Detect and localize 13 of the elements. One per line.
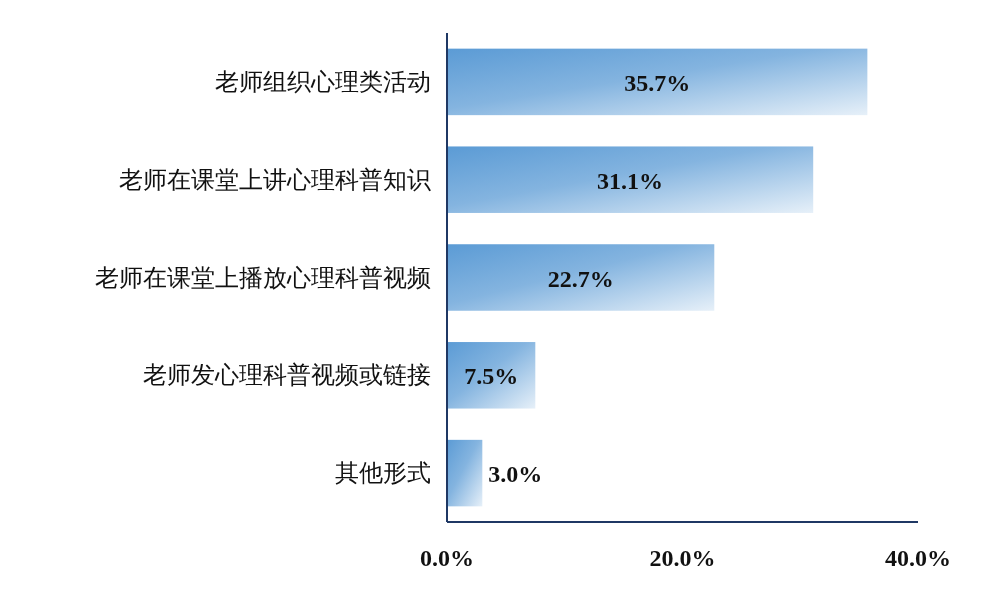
data-label: 35.7% [624, 69, 691, 96]
data-label: 3.0% [488, 461, 543, 488]
x-tick-label: 0.0% [420, 545, 474, 571]
y-tick-label: 老师组织心理类活动 [215, 68, 431, 95]
y-tick-label: 老师在课堂上讲心理科普知识 [119, 166, 431, 193]
data-label: 22.7% [547, 265, 614, 292]
y-tick-label: 老师发心理科普视频或链接 [143, 362, 431, 389]
data-label: 31.1% [597, 167, 664, 194]
y-tick-label: 老师在课堂上播放心理科普视频 [95, 264, 431, 291]
x-tick-label: 20.0% [649, 545, 716, 571]
x-tick-label: 40.0% [885, 545, 951, 571]
data-label: 7.5% [464, 363, 519, 390]
y-tick-label: 其他形式 [335, 460, 431, 487]
